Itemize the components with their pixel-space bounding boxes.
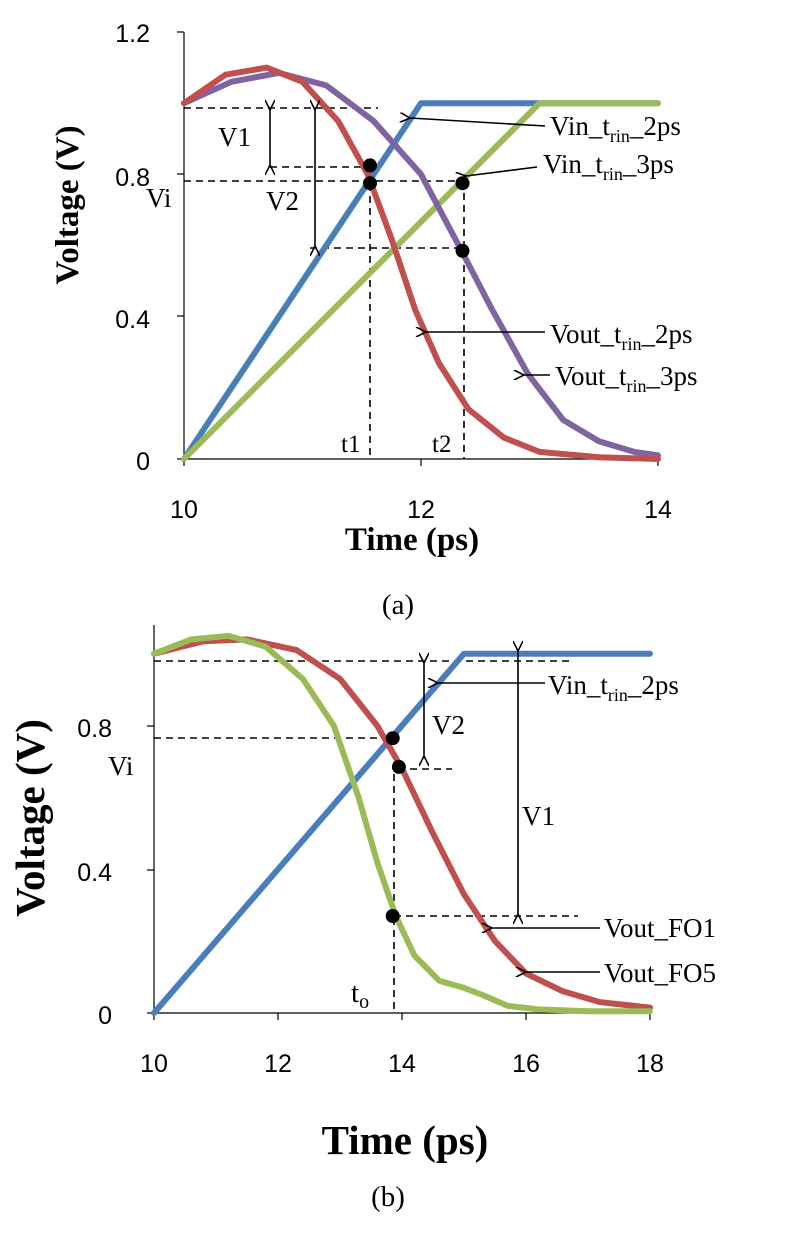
- chart-b-ytick-label: 0.4: [77, 859, 112, 887]
- chart-b-series-group: [151, 632, 653, 1016]
- chart-a-series-vin-t-rin-3ps: [181, 100, 661, 462]
- chart-b-ytick-label: 0: [98, 1002, 112, 1030]
- chart-b-xlabel: Time (ps): [322, 1117, 489, 1163]
- chart-a-callout-arrow: [410, 118, 546, 127]
- chart-b-marker-point: [385, 909, 400, 923]
- chart-a: 1.2 0.8 0.4 0 10 12 14 Time (ps) Voltage…: [50, 20, 698, 621]
- chart-b-legend-vout-fo5: Vout_FO5: [604, 958, 716, 988]
- chart-a-ylabel: Voltage (V): [50, 125, 86, 284]
- chart-a-legend-vin-2ps: Vin_trin_2ps: [550, 111, 681, 146]
- chart-a-caption: (a): [382, 589, 414, 621]
- chart-a-xtick-label: 10: [170, 496, 198, 524]
- chart-b-xtick-label: 18: [636, 1050, 664, 1078]
- chart-a-marker-point: [455, 243, 470, 258]
- chart-a-xtick-label: 14: [644, 496, 672, 524]
- chart-a-series-vout-t-rin-2ps: [181, 64, 661, 462]
- chart-b-legend-vin-2ps: Vin_trin_2ps: [548, 670, 679, 705]
- chart-b-ylabel: Voltage (V): [7, 719, 53, 917]
- chart-b-ytick-label: 0.8: [77, 715, 112, 743]
- chart-a-callout-arrow: [466, 166, 538, 176]
- chart-a-label-t2: t2: [432, 431, 451, 458]
- chart-a-marker-point: [455, 176, 470, 191]
- chart-b-legend-vout-fo1: Vout_FO1: [604, 913, 716, 943]
- chart-b-series-vin-t-rin-2ps: [151, 650, 653, 1016]
- chart-b-label-v2: V2: [432, 710, 465, 740]
- chart-a-ytick-label: 1.2: [115, 20, 150, 48]
- chart-b-xtick-label: 14: [388, 1050, 416, 1078]
- chart-b-label-to: to: [351, 977, 369, 1013]
- chart-a-legend-vout-3ps: Vout_trin_3ps: [555, 361, 698, 396]
- chart-a-xlabel: Time (ps): [345, 522, 479, 558]
- chart-a-ytick-label: 0: [136, 448, 150, 476]
- chart-b-label-vi: Vi: [108, 751, 133, 781]
- chart-b-marker-point: [391, 759, 406, 774]
- chart-a-label-t1: t1: [341, 431, 360, 458]
- chart-a-label-vi: Vi: [146, 183, 171, 213]
- chart-b-xtick-label: 10: [140, 1050, 168, 1078]
- chart-a-ytick-label: 0.4: [115, 306, 150, 334]
- chart-a-ytick-label: 0.8: [115, 164, 150, 192]
- chart-a-xtick-label: 12: [407, 496, 435, 524]
- chart-a-label-v1: V1: [218, 122, 251, 152]
- chart-b-caption: (b): [371, 1181, 405, 1213]
- chart-a-marker-point: [363, 176, 377, 191]
- chart-b-xtick-label: 16: [512, 1050, 540, 1078]
- chart-b: 0.8 0.4 0 10 12 14 16 18 Time (ps) Volta…: [7, 625, 716, 1213]
- chart-a-legend-vout-2ps: Vout_trin_2ps: [550, 319, 693, 354]
- chart-a-marker-point: [363, 158, 377, 173]
- chart-b-label-v1: V1: [522, 801, 555, 831]
- chart-b-marker-point: [385, 731, 400, 746]
- chart-b-xtick-label: 12: [264, 1050, 292, 1078]
- chart-a-series-group: [181, 64, 661, 462]
- chart-a-legend-vin-3ps: Vin_trin_3ps: [543, 149, 674, 184]
- chart-a-label-v2: V2: [266, 186, 299, 216]
